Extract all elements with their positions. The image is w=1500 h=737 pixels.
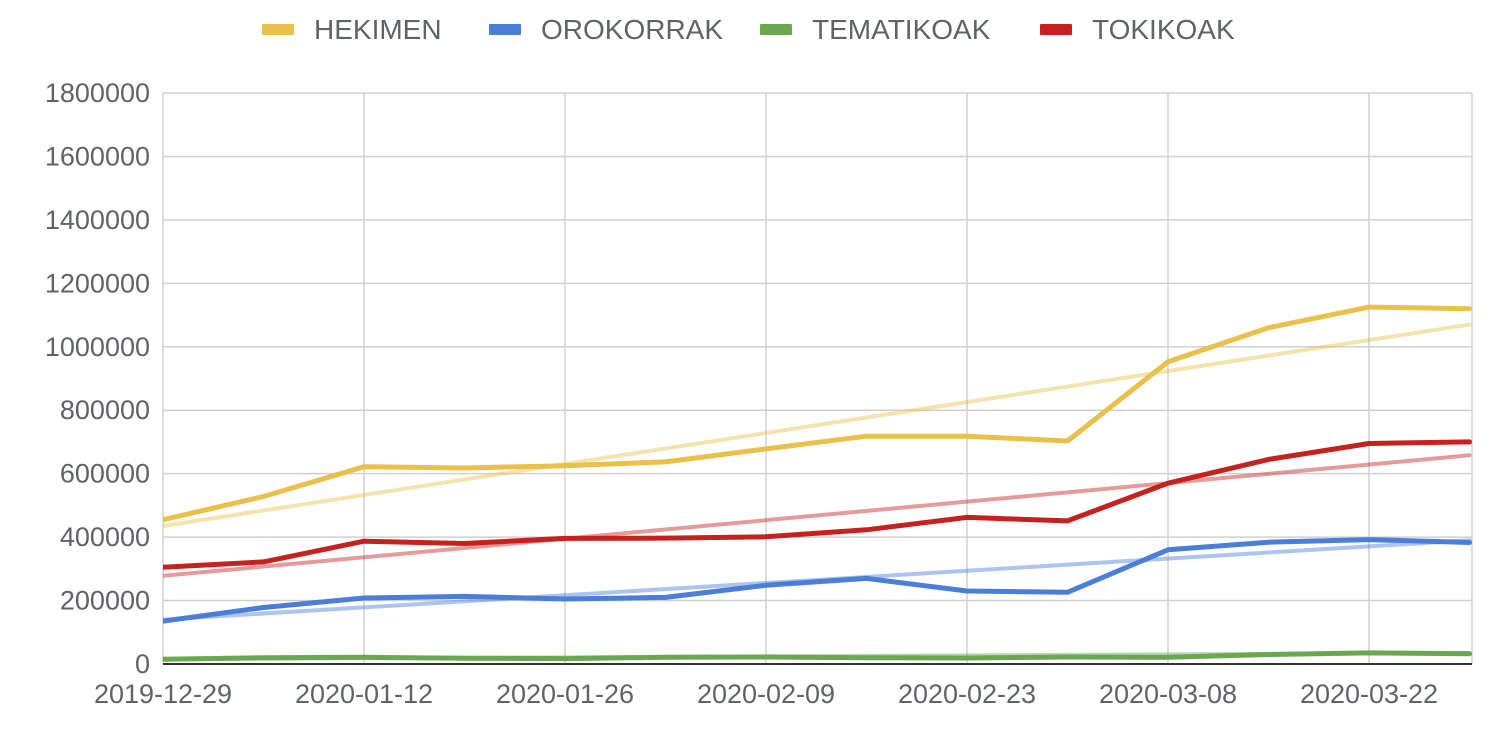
legend-swatch-orokorrak [489,24,521,35]
y-axis: 0 200000 400000 600000 800000 1000000 1200000 1… [45,78,150,679]
legend-label-orokorrak: OROKORRAK [541,14,723,45]
y-tick-label: 400000 [60,522,150,552]
x-tick-label: 2020-01-26 [496,679,634,709]
series-line-tokikoak [163,439,1472,570]
y-tick-label: 1800000 [45,78,150,108]
legend: HEKIMEN OROKORRAK TEMATIKOAK TOKIKOAK [262,14,1235,45]
y-tick-label: 600000 [60,459,150,489]
y-tick-label: 0 [135,649,150,679]
x-tick-label: 2020-03-08 [1099,679,1237,709]
y-tick-label: 1000000 [45,332,150,362]
x-tick-label: 2020-03-22 [1300,679,1438,709]
legend-label-tokikoak: TOKIKOAK [1092,14,1235,45]
series-line-tematikoak [163,650,1472,662]
y-tick-label: 1400000 [45,205,150,235]
series-line-orokorrak [163,537,1472,624]
y-tick-label: 1600000 [45,141,150,171]
x-tick-label: 2020-02-09 [697,679,835,709]
legend-label-hekimen: HEKIMEN [314,14,442,45]
y-tick-label: 800000 [60,395,150,425]
y-tick-label: 1200000 [45,268,150,298]
legend-swatch-hekimen [262,24,294,35]
series-lines [163,304,1472,662]
series-line-hekimen [163,304,1472,523]
x-axis: 2019-12-29 2020-01-12 2020-01-26 2020-02-09… [94,679,1438,709]
x-tick-label: 2019-12-29 [94,679,232,709]
trendline-hekimen [163,322,1472,529]
legend-label-tematikoak: TEMATIKOAK [812,14,991,45]
gridlines [162,92,1473,665]
trendlines [163,322,1472,662]
trendline-tokikoak [163,453,1472,578]
x-tick-label: 2020-01-12 [295,679,433,709]
legend-swatch-tematikoak [760,24,792,35]
legend-swatch-tokikoak [1040,24,1072,35]
y-tick-label: 200000 [60,586,150,616]
x-tick-label: 2020-02-23 [898,679,1036,709]
